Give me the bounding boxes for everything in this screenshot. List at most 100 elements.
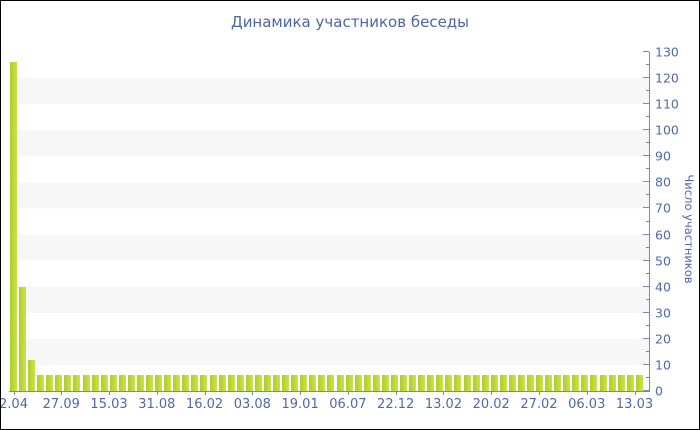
bar [336, 375, 344, 391]
y-tick-label: 40 [655, 279, 671, 295]
y-major-tick [643, 259, 649, 261]
bar [427, 375, 435, 391]
y-major-tick [643, 363, 649, 365]
x-tick-label: 03.08 [233, 397, 271, 412]
bar [318, 375, 326, 391]
x-tick [300, 391, 302, 395]
bar [37, 375, 45, 391]
y-tick-label: 20 [655, 331, 671, 347]
y-major-tick [643, 181, 649, 183]
bar [472, 375, 480, 391]
bar [263, 375, 271, 391]
y-minor-tick [646, 298, 649, 300]
bar [572, 375, 580, 391]
bar [191, 375, 199, 391]
x-tick [395, 391, 397, 395]
x-tick [156, 391, 158, 395]
y-major-tick [643, 311, 649, 313]
x-tick-label: 19.01 [281, 397, 319, 412]
y-minor-tick [646, 194, 649, 196]
bar [517, 375, 525, 391]
bar [418, 375, 426, 391]
y-tick-label: 80 [655, 174, 671, 190]
bar [526, 375, 534, 391]
y-minor-tick [646, 64, 649, 66]
y-axis-title: Число участников [682, 174, 696, 284]
bar [200, 375, 208, 391]
bar [109, 375, 117, 391]
x-tick [538, 391, 540, 395]
bar [291, 375, 299, 391]
bar [55, 375, 63, 391]
y-minor-tick [646, 246, 649, 248]
bar [182, 375, 190, 391]
y-major-tick [643, 155, 649, 157]
x-tick-label: 13.03 [615, 397, 654, 412]
bar [490, 375, 498, 391]
y-minor-tick [646, 350, 649, 352]
bar [146, 375, 154, 391]
bar [173, 375, 181, 391]
x-tick-label: 31.08 [138, 397, 176, 412]
bar [10, 62, 17, 391]
chart-title: Динамика участников беседы [230, 13, 470, 31]
bar [64, 375, 72, 391]
x-tick-label: 22.12 [377, 397, 415, 412]
bar [236, 375, 244, 391]
bar [363, 375, 371, 391]
bar [46, 375, 54, 391]
bar [481, 375, 489, 391]
bar [118, 375, 126, 391]
bar [19, 286, 27, 391]
y-major-tick [643, 77, 649, 79]
y-minor-tick [646, 90, 649, 92]
y-tick-label: 30 [655, 305, 671, 321]
x-tick-label: 2.04 [0, 397, 28, 412]
bar [445, 375, 453, 391]
y-tick-label: 0 [655, 383, 663, 399]
bar [209, 375, 217, 391]
bar [100, 375, 108, 391]
y-tick-label: 70 [655, 200, 671, 216]
bar [381, 375, 389, 391]
plot-area [9, 51, 650, 395]
bar [463, 375, 471, 391]
x-tick [634, 391, 636, 395]
bar [608, 375, 616, 391]
bar [164, 375, 172, 391]
bar [282, 375, 290, 391]
x-tick [443, 391, 445, 395]
y-minor-tick [646, 272, 649, 274]
bar [454, 375, 462, 391]
x-tick-label: 27.02 [520, 397, 558, 412]
bar [372, 375, 380, 391]
x-tick-label: 27.09 [42, 397, 80, 412]
y-major-tick [643, 129, 649, 131]
y-minor-tick [646, 168, 649, 170]
x-tick [13, 391, 15, 395]
bar [635, 375, 643, 391]
x-tick [347, 391, 349, 395]
y-minor-tick [646, 376, 649, 378]
bar [91, 375, 99, 391]
y-major-tick [643, 233, 649, 235]
y-tick-label: 130 [655, 44, 679, 60]
bar [508, 375, 516, 391]
y-tick-label: 100 [655, 122, 679, 138]
x-tick [586, 391, 588, 395]
y-major-tick [643, 51, 649, 52]
x-tick-label: 20.02 [472, 397, 510, 412]
x-tick [61, 391, 63, 395]
bar [273, 375, 281, 391]
bar [626, 375, 634, 391]
bar [590, 375, 598, 391]
y-tick-label: 90 [655, 148, 671, 164]
bar [82, 375, 90, 391]
bar [136, 375, 144, 391]
bar [390, 375, 398, 391]
y-minor-tick [646, 142, 649, 144]
y-major-tick [643, 390, 649, 391]
y-major-tick [643, 337, 649, 339]
x-tick-label: 16.02 [185, 397, 224, 412]
